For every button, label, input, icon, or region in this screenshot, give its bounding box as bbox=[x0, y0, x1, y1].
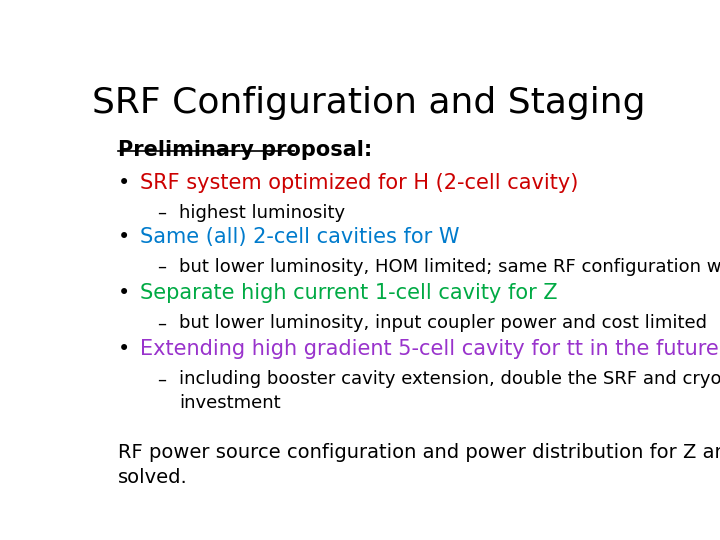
Text: Separate high current 1-cell cavity for Z: Separate high current 1-cell cavity for … bbox=[140, 283, 558, 303]
Text: •: • bbox=[118, 173, 130, 193]
Text: RF power source configuration and power distribution for Z and tt to be
solved.: RF power source configuration and power … bbox=[118, 443, 720, 487]
Text: but lower luminosity, input coupler power and cost limited: but lower luminosity, input coupler powe… bbox=[179, 314, 707, 332]
Text: –: – bbox=[157, 258, 166, 276]
Text: •: • bbox=[118, 227, 130, 247]
Text: Extending high gradient 5-cell cavity for tt in the future: Extending high gradient 5-cell cavity fo… bbox=[140, 339, 719, 359]
Text: •: • bbox=[118, 339, 130, 359]
Text: Preliminary proposal:: Preliminary proposal: bbox=[118, 140, 372, 160]
Text: –: – bbox=[157, 314, 166, 332]
Text: SRF system optimized for H (2-cell cavity): SRF system optimized for H (2-cell cavit… bbox=[140, 173, 579, 193]
Text: •: • bbox=[118, 283, 130, 303]
Text: –: – bbox=[157, 370, 166, 388]
Text: but lower luminosity, HOM limited; same RF configuration with H: but lower luminosity, HOM limited; same … bbox=[179, 258, 720, 276]
Text: Same (all) 2-cell cavities for W: Same (all) 2-cell cavities for W bbox=[140, 227, 460, 247]
Text: highest luminosity: highest luminosity bbox=[179, 204, 346, 222]
Text: –: – bbox=[157, 204, 166, 222]
Text: including booster cavity extension, double the SRF and cryogenic
investment: including booster cavity extension, doub… bbox=[179, 370, 720, 412]
Text: SRF Configuration and Staging: SRF Configuration and Staging bbox=[92, 85, 646, 119]
